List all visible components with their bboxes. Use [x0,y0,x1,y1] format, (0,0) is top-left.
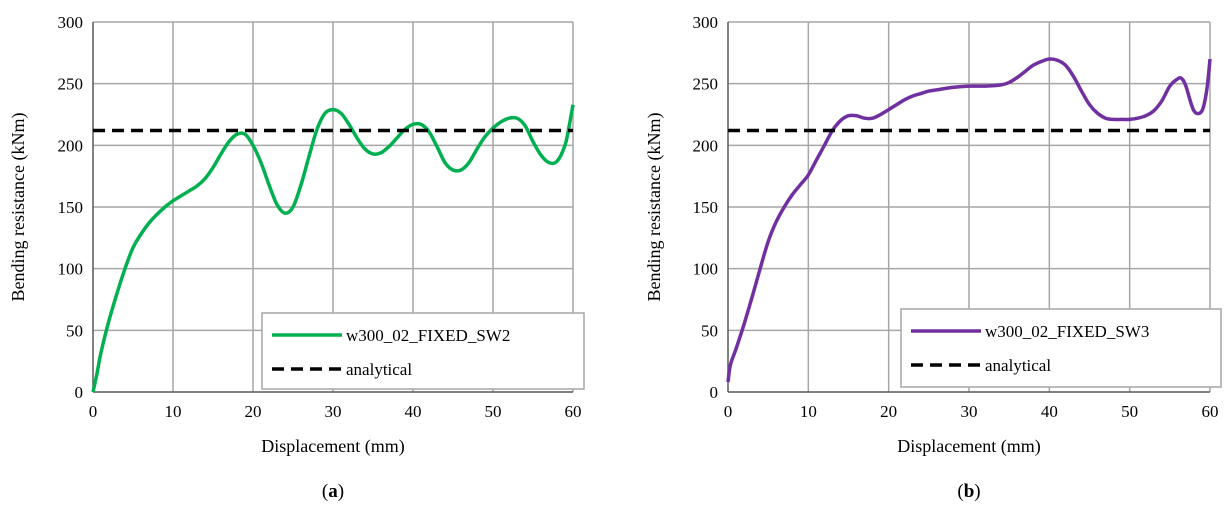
panel-label-open: ( [957,481,963,502]
y-tick-label: 300 [58,13,84,32]
x-tick-label: 50 [485,402,502,421]
panel-label-close: ) [338,481,344,502]
y-tick-label: 150 [693,198,719,217]
legend: w300_02_FIXED_SW3 analytical [900,308,1222,388]
legend-label: analytical [346,360,412,379]
x-tick-label: 10 [800,402,817,421]
x-tick-label: 50 [1121,402,1138,421]
x-tick-label: 60 [1202,402,1219,421]
y-tick-label: 200 [693,136,719,155]
chart-panel-a: 0 10 20 30 40 50 60 0 50 100 150 200 250 300 Displacem… [8,13,585,502]
y-tick-label: 0 [75,383,84,402]
x-tick-label: 10 [165,402,182,421]
y-tick-label: 250 [58,75,84,94]
y-tick-label: 150 [58,198,84,217]
y-tick-label: 50 [66,321,83,340]
series-line-measured [726,57,1212,383]
y-tick-label: 250 [693,75,719,94]
x-axis-title: Displacement (mm) [261,436,404,457]
legend-box [900,308,1222,388]
legend-box [261,312,585,390]
y-tick-label: 300 [693,13,719,32]
x-tick-label: 20 [245,402,262,421]
y-tick-label: 100 [58,260,84,279]
y-tick-label: 100 [693,260,719,279]
x-tick-label: 30 [325,402,342,421]
x-tick-label: 20 [880,402,897,421]
legend-label: analytical [985,356,1051,375]
x-tick-label: 40 [405,402,422,421]
y-axis-title: Bending resistance (kNm) [644,113,665,302]
x-axis-title: Displacement (mm) [897,436,1040,457]
panel-label: (b) [957,481,980,502]
x-tick-label: 0 [724,402,733,421]
legend-label: w300_02_FIXED_SW2 [346,326,510,345]
x-tick-label: 30 [961,402,978,421]
x-tick-label: 40 [1041,402,1058,421]
series-line-measured [91,104,575,393]
y-axis-title: Bending resistance (kNm) [8,113,29,302]
y-tick-label: 200 [58,136,84,155]
legend: w300_02_FIXED_SW2 analytical [261,312,585,390]
legend-label: w300_02_FIXED_SW3 [985,322,1149,341]
x-tick-label: 60 [565,402,582,421]
panel-label-letter: a [328,481,338,502]
panel-label-open: ( [322,481,328,502]
chart-panel-b: 0 10 20 30 40 50 60 0 50 100 150 200 250 300 Displacem… [644,13,1222,502]
panel-label-close: ) [974,481,980,502]
panel-label-letter: b [964,481,975,502]
x-tick-label: 0 [89,402,98,421]
panel-label: (a) [322,481,344,502]
y-tick-label: 0 [710,383,719,402]
y-tick-label: 50 [701,321,718,340]
